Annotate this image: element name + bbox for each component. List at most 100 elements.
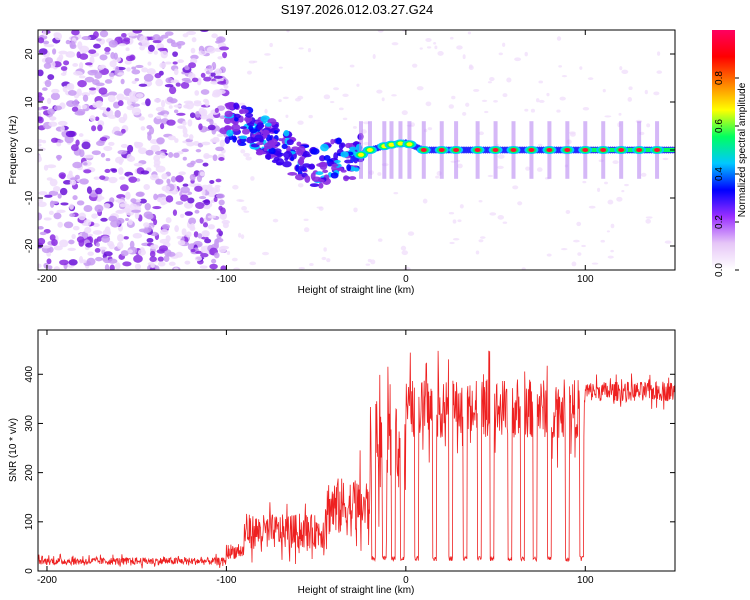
heatmap-cell bbox=[68, 170, 73, 177]
heatmap-cell bbox=[571, 261, 577, 267]
heatmap-cell bbox=[318, 161, 328, 167]
snr-ytick-label: 100 bbox=[24, 513, 35, 530]
heatmap-cell bbox=[448, 104, 455, 109]
heatmap-cell bbox=[57, 221, 63, 228]
heatmap-cell bbox=[109, 264, 115, 270]
heatmap-peak-core bbox=[582, 148, 589, 152]
heatmap-cell bbox=[199, 30, 209, 33]
heatmap-cell bbox=[104, 46, 111, 53]
heatmap-cell bbox=[169, 98, 178, 104]
heatmap-cell bbox=[99, 30, 109, 38]
heatmap-cell bbox=[176, 235, 183, 240]
heatmap-cell bbox=[126, 105, 134, 111]
heatmap-cell bbox=[94, 248, 101, 253]
heatmap-cell bbox=[565, 209, 571, 215]
heatmap-cell bbox=[604, 181, 608, 185]
heatmap-cell bbox=[173, 152, 180, 158]
heatmap-cell bbox=[185, 231, 192, 238]
heatmap-cell bbox=[224, 126, 234, 131]
heatmap-cell bbox=[134, 211, 140, 220]
heatmap-cell bbox=[175, 82, 181, 87]
heatmap-cell bbox=[343, 175, 350, 182]
heatmap-cell bbox=[298, 165, 305, 172]
heatmap-cell bbox=[81, 141, 91, 150]
heatmap-cell bbox=[127, 249, 133, 254]
heatmap-cell bbox=[600, 239, 606, 243]
heatmap-cell bbox=[57, 139, 64, 144]
heatmap-cell bbox=[304, 175, 311, 183]
heatmap-cell bbox=[459, 204, 464, 209]
heatmap-cell bbox=[48, 121, 58, 127]
heatmap-cell bbox=[139, 35, 148, 44]
heatmap-cell bbox=[294, 97, 301, 102]
heatmap-cell bbox=[209, 263, 218, 270]
heatmap-cell bbox=[207, 124, 216, 131]
heatmap-cell bbox=[269, 42, 273, 48]
snr-ylabel: SNR (10 * v/v) bbox=[8, 418, 19, 482]
heatmap-cell bbox=[489, 77, 495, 82]
heatmap-cell bbox=[434, 45, 438, 50]
heatmap-cell bbox=[493, 99, 498, 103]
heatmap-cell bbox=[172, 61, 178, 65]
heatmap-cell bbox=[514, 57, 522, 62]
heatmap-cell bbox=[118, 43, 127, 47]
figure-title: S197.2026.012.03.27.G24 bbox=[281, 2, 434, 17]
heatmap-cell bbox=[246, 136, 256, 144]
heatmap-cell bbox=[127, 32, 137, 37]
heatmap-cell bbox=[321, 256, 327, 261]
heatmap-cell bbox=[67, 90, 77, 96]
heatmap-cell bbox=[222, 222, 229, 229]
heatmap-cell bbox=[163, 113, 168, 118]
heatmap-cell bbox=[65, 39, 71, 45]
heatmap-cell bbox=[333, 87, 340, 91]
heatmap-cell bbox=[233, 117, 239, 122]
heatmap-cell bbox=[315, 171, 324, 176]
heatmap-peak-core bbox=[546, 148, 553, 152]
heatmap-cell bbox=[161, 185, 171, 192]
heatmap-cell bbox=[188, 217, 197, 225]
heatmap-cell bbox=[153, 218, 158, 226]
heatmap-cell bbox=[236, 199, 243, 202]
heatmap-cell bbox=[71, 106, 79, 112]
heatmap-cell bbox=[644, 89, 648, 95]
heatmap-cell bbox=[212, 136, 220, 142]
heatmap-cell bbox=[200, 253, 209, 258]
heatmap-cell bbox=[222, 51, 228, 59]
heatmap-cell bbox=[189, 173, 196, 181]
heatmap-cell bbox=[195, 158, 204, 164]
heatmap-cell bbox=[496, 165, 504, 169]
heatmap-cell bbox=[297, 145, 306, 154]
heatmap-cell bbox=[160, 228, 169, 235]
heatmap-cell bbox=[502, 42, 506, 47]
spectrogram-xtick-label: -100 bbox=[216, 274, 236, 285]
heatmap-cell bbox=[150, 244, 159, 250]
heatmap-cell bbox=[425, 38, 432, 43]
heatmap-stripe bbox=[407, 121, 412, 179]
heatmap-cell bbox=[506, 77, 512, 83]
heatmap-cell bbox=[118, 167, 124, 175]
heatmap-cell bbox=[273, 130, 279, 135]
heatmap-cell bbox=[174, 225, 179, 233]
heatmap-cell bbox=[342, 117, 348, 121]
heatmap-cell bbox=[38, 139, 44, 144]
heatmap-cell bbox=[393, 191, 399, 195]
heatmap-cell bbox=[106, 107, 111, 112]
heatmap-cell bbox=[47, 74, 55, 80]
heatmap-cell bbox=[186, 141, 195, 147]
heatmap-cell bbox=[149, 250, 156, 258]
heatmap-cell bbox=[524, 51, 528, 57]
heatmap-cell bbox=[339, 107, 344, 111]
heatmap-cell bbox=[199, 171, 205, 177]
colorbar-tick-label: 0.8 bbox=[714, 71, 725, 85]
heatmap-cell bbox=[123, 236, 129, 240]
heatmap-cell bbox=[95, 242, 100, 247]
heatmap-cell bbox=[100, 217, 108, 222]
heatmap-cell bbox=[261, 129, 270, 136]
heatmap-cell bbox=[83, 162, 88, 166]
heatmap-cell bbox=[119, 203, 127, 208]
heatmap-cell bbox=[138, 228, 148, 233]
heatmap-cell bbox=[248, 60, 256, 64]
heatmap-cell bbox=[164, 31, 174, 36]
heatmap-cell bbox=[365, 263, 371, 266]
spectrogram-xlabel: Height of straight line (km) bbox=[298, 285, 415, 296]
